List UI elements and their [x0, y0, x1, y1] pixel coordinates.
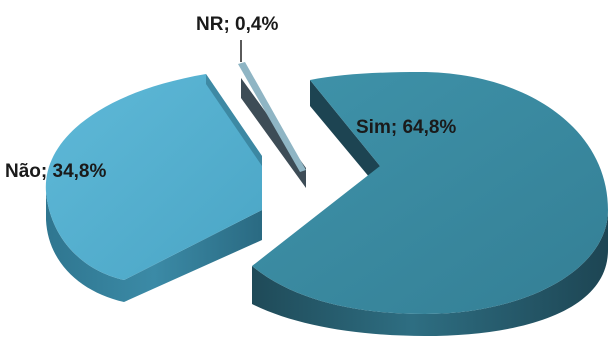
slice-nao-inner-wall	[206, 74, 262, 166]
slice-sim-inner-wall	[310, 80, 380, 190]
slice-nr-top	[238, 62, 306, 172]
slice-nao-top	[45, 74, 262, 280]
slice-sim-top	[252, 72, 608, 314]
slice-nr-side	[241, 78, 306, 188]
slice-sim	[252, 72, 608, 336]
slice-sim-side	[252, 210, 608, 336]
slice-nr	[238, 40, 306, 188]
label-sim: Sim; 64,8%	[356, 117, 456, 138]
label-nr: NR; 0,4%	[196, 14, 278, 35]
slice-nao	[45, 74, 262, 302]
slice-nao-side	[46, 192, 262, 302]
label-nao: Não; 34,8%	[5, 161, 106, 182]
